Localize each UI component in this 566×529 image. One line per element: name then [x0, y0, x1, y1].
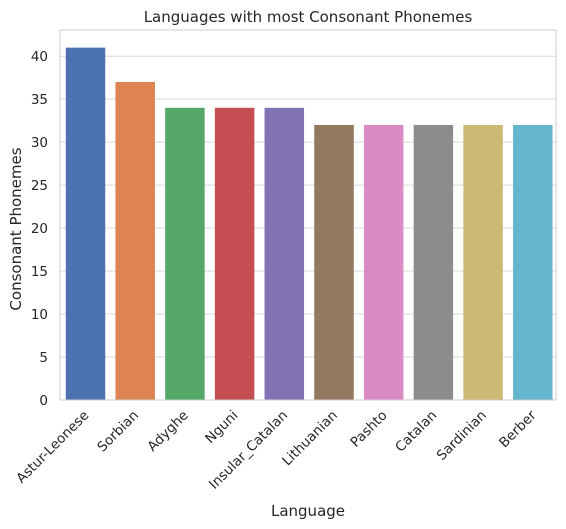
bar-adyghe	[165, 107, 205, 400]
bar-astur-leonese	[65, 47, 106, 400]
y-tick-label: 10	[31, 307, 48, 323]
y-tick-label: 35	[31, 92, 48, 108]
x-axis-label: Language	[271, 502, 345, 520]
bar-sorbian	[115, 81, 155, 400]
y-tick-label: 15	[31, 264, 48, 280]
y-tick-label: 30	[31, 135, 48, 151]
bars	[65, 47, 553, 401]
bar-insular-catalan	[264, 107, 305, 400]
bar-catalan	[413, 124, 454, 401]
plot-frame	[59, 29, 557, 401]
bar-sardinian	[463, 124, 503, 401]
bar-berber	[513, 124, 553, 401]
y-tick-label: 25	[31, 178, 48, 194]
bar-nguni	[214, 107, 255, 400]
bar-pashto	[363, 124, 404, 401]
chart-title: Languages with most Consonant Phonemes	[144, 8, 473, 26]
y-tick-labels: 0 5 10 15 20 25 30 35 40	[31, 49, 48, 409]
y-tick-label: 20	[31, 221, 48, 237]
y-tick-label: 0	[39, 393, 48, 409]
y-axis-label: Consonant Phonemes	[7, 147, 25, 310]
y-tick-label: 5	[39, 350, 48, 366]
y-tick-label: 40	[31, 49, 48, 65]
bar-lithuanian	[314, 124, 354, 401]
